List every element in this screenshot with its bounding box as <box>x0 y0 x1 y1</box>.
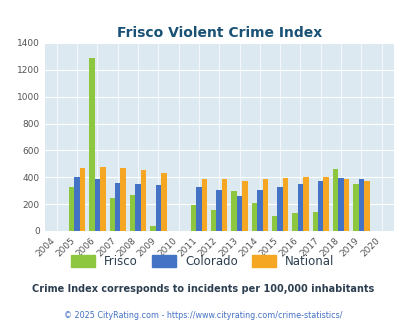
Bar <box>323 177 328 231</box>
Bar <box>277 187 282 231</box>
Bar <box>201 179 207 231</box>
Bar <box>352 184 358 231</box>
Bar <box>236 196 242 231</box>
Bar <box>190 206 196 231</box>
Bar <box>312 212 317 231</box>
Bar <box>161 173 166 231</box>
Bar <box>297 184 303 231</box>
Bar <box>282 178 288 231</box>
Bar <box>317 181 323 231</box>
Bar <box>363 181 369 231</box>
Text: Crime Index corresponds to incidents per 100,000 inhabitants: Crime Index corresponds to incidents per… <box>32 284 373 294</box>
Text: © 2025 CityRating.com - https://www.cityrating.com/crime-statistics/: © 2025 CityRating.com - https://www.city… <box>64 312 341 320</box>
Bar <box>303 177 308 231</box>
Bar <box>222 179 227 231</box>
Bar <box>69 187 74 231</box>
Bar <box>141 170 146 231</box>
Bar <box>231 191 236 231</box>
Bar <box>155 185 161 231</box>
Bar <box>135 184 141 231</box>
Bar <box>332 169 337 231</box>
Bar <box>271 216 277 231</box>
Bar <box>196 187 201 231</box>
Bar <box>109 198 115 231</box>
Bar <box>343 179 348 231</box>
Bar <box>80 168 85 231</box>
Bar <box>256 190 262 231</box>
Bar <box>211 210 216 231</box>
Bar <box>120 168 126 231</box>
Bar <box>242 181 247 231</box>
Bar <box>150 226 155 231</box>
Bar <box>115 183 120 231</box>
Title: Frisco Violent Crime Index: Frisco Violent Crime Index <box>116 26 321 40</box>
Bar <box>337 178 343 231</box>
Bar <box>216 190 222 231</box>
Bar <box>358 179 363 231</box>
Bar <box>100 167 105 231</box>
Legend: Frisco, Colorado, National: Frisco, Colorado, National <box>66 250 339 273</box>
Bar <box>89 58 94 231</box>
Bar <box>130 195 135 231</box>
Bar <box>74 177 80 231</box>
Bar <box>262 179 267 231</box>
Bar <box>292 213 297 231</box>
Bar <box>251 203 256 231</box>
Bar <box>94 179 100 231</box>
